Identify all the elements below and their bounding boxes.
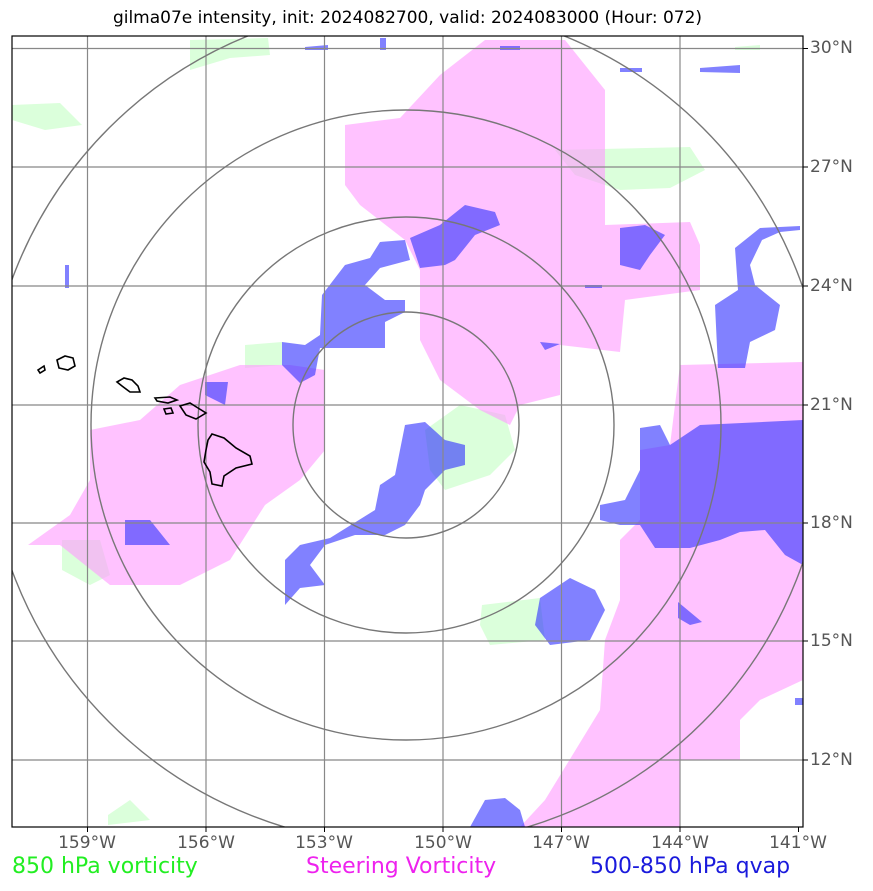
lon-label: 153°W <box>295 833 353 853</box>
lon-label: 141°W <box>769 833 827 853</box>
qvap-patch <box>795 698 803 705</box>
graticule <box>12 36 803 827</box>
lat-label: 27°N <box>810 157 853 177</box>
qvap-patch <box>65 265 69 288</box>
island-outline <box>36 364 46 375</box>
lat-label: 30°N <box>810 38 853 58</box>
island-outline <box>115 377 142 393</box>
range-ring <box>292 311 520 539</box>
qvap-patch <box>715 226 800 368</box>
qvap-patch <box>380 38 386 50</box>
lat-label: 18°N <box>810 513 853 533</box>
axis-ticks <box>87 48 808 832</box>
lat-label: 21°N <box>810 395 853 415</box>
qvap-patch <box>540 342 560 350</box>
qvap-patch <box>125 520 170 545</box>
lon-label: 144°W <box>651 833 709 853</box>
qvap-patch <box>535 578 605 645</box>
lon-label: 156°W <box>177 833 235 853</box>
legend-qvap: 500-850 hPa qvap <box>590 854 791 879</box>
legend-vorticity-850: 850 hPa vorticity <box>12 854 198 879</box>
steering-patch <box>28 365 325 585</box>
map-frame <box>11 35 804 828</box>
qvap-patch <box>600 420 803 565</box>
vort850-patch <box>190 38 270 70</box>
range-rings <box>12 36 803 827</box>
legend-steering-vorticity: Steering Vorticity <box>306 854 497 879</box>
lat-label: 12°N <box>810 750 853 770</box>
qvap-patch <box>410 205 500 268</box>
lon-label: 159°W <box>58 833 116 853</box>
lon-label: 150°W <box>414 833 472 853</box>
vort850-patch <box>12 103 82 130</box>
range-ring <box>197 216 615 634</box>
island-outline <box>162 407 175 415</box>
qvap-patch <box>205 382 228 405</box>
qvap-layer <box>65 38 803 827</box>
steering-patch <box>345 40 700 425</box>
island-outline <box>203 433 253 487</box>
range-ring <box>90 109 722 741</box>
vort850-patch <box>480 598 545 645</box>
coastline-hawaii <box>36 355 253 487</box>
vort850-patch <box>108 800 150 825</box>
island-outline <box>153 396 180 404</box>
island-outline <box>178 402 208 420</box>
qvap-patch <box>620 225 665 270</box>
lat-label: 15°N <box>810 631 853 651</box>
lat-label: 24°N <box>810 276 853 296</box>
qvap-patch <box>285 422 465 605</box>
qvap-patch <box>282 240 410 383</box>
map-title: gilma07e intensity, init: 2024082700, va… <box>112 8 703 28</box>
qvap-patch <box>470 798 525 827</box>
island-outline <box>56 355 76 371</box>
qvap-patch <box>678 602 702 625</box>
lon-label: 147°W <box>532 833 590 853</box>
qvap-patch <box>700 65 740 73</box>
vort850-patch <box>735 45 760 50</box>
vort850-patch <box>245 342 282 368</box>
